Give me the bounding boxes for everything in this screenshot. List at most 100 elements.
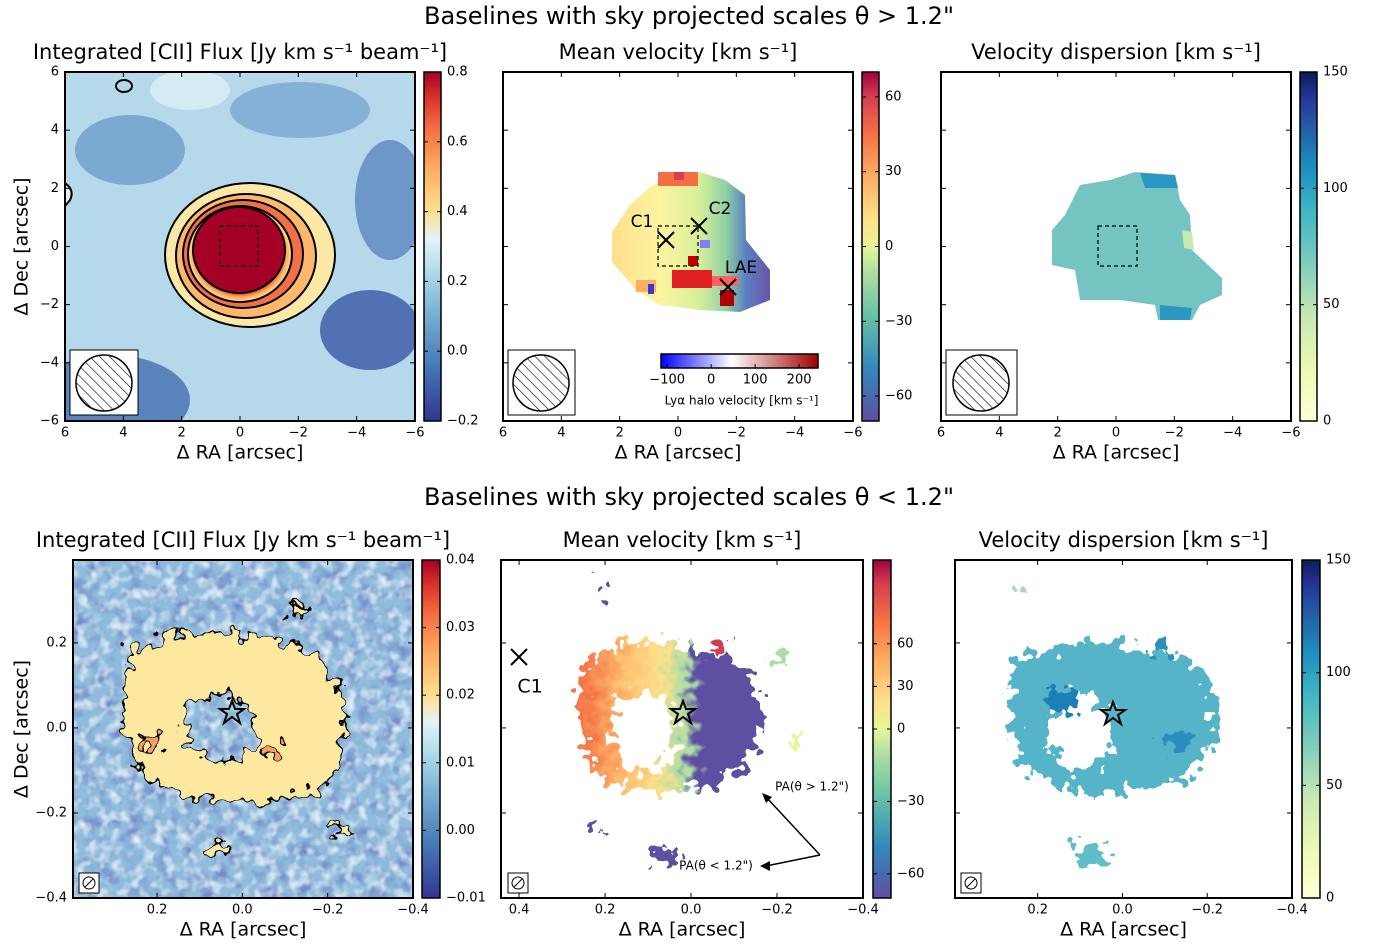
- annotation: PA(θ < 1.2"): [679, 859, 753, 873]
- inset-colorbar-tick-label: 100: [743, 373, 768, 388]
- colorbar-tick-label: 0: [897, 722, 905, 737]
- y-tick-label: −2: [40, 297, 59, 312]
- colorbar-tick-label: 150: [1323, 65, 1348, 80]
- x-tick-label: 2: [178, 426, 186, 441]
- x-tick-label: −2: [727, 426, 746, 441]
- colorbar-tick-label: 100: [1323, 181, 1348, 196]
- colorbar-tick-label: 60: [885, 89, 902, 104]
- colorbar-tick-label: 0: [1326, 891, 1334, 906]
- x-axis-label: Δ RA [arcsec]: [177, 442, 304, 464]
- panel-title: Mean velocity [km s⁻¹]: [563, 528, 802, 552]
- colorbar-tick-label: −60: [897, 866, 924, 881]
- x-tick-label: 2: [1054, 426, 1062, 441]
- x-tick-label: −0.4: [1276, 903, 1308, 918]
- colorbar-tick-label: 0.01: [446, 755, 475, 770]
- x-tick-label: 0: [236, 426, 244, 441]
- x-tick-label: −6: [843, 426, 862, 441]
- inset-colorbar-tick-label: −100: [649, 373, 685, 388]
- velocity-map-image: [507, 585, 821, 894]
- colorbar-tick-label: 0.2: [447, 274, 468, 289]
- annotation: C1: [631, 212, 654, 232]
- flux-map-image: [65, 72, 415, 421]
- inset-colorbar-tick-label: 0: [707, 373, 715, 388]
- x-tick-label: 0: [674, 426, 682, 441]
- x-tick-label: 0.2: [147, 903, 168, 918]
- y-tick-label: 4: [51, 123, 59, 138]
- colorbar-tick-label: 30: [885, 164, 902, 179]
- inset-colorbar-tick-label: 200: [787, 373, 812, 388]
- colorbar-tick-label: −0.01: [446, 891, 486, 906]
- colorbar-tick-label: 0: [1323, 414, 1331, 429]
- inset-colorbar-label: Lyα halo velocity [km s⁻¹]: [665, 394, 819, 408]
- x-tick-label: 0.2: [595, 903, 616, 918]
- y-tick-label: −0.2: [35, 805, 67, 820]
- x-tick-label: −0.4: [397, 903, 429, 918]
- panel-title: Integrated [CII] Flux [Jy km s⁻¹ beam⁻¹]: [36, 528, 450, 552]
- x-tick-label: −0.4: [847, 903, 879, 918]
- panel-title: Velocity dispersion [km s⁻¹]: [971, 40, 1261, 64]
- x-tick-label: 0: [1112, 426, 1120, 441]
- panel-title: Integrated [CII] Flux [Jy km s⁻¹ beam⁻¹]: [33, 40, 447, 64]
- velocity-map-image: [507, 172, 770, 416]
- colorbar: [421, 559, 441, 899]
- y-axis-label: Δ Dec [arcsec]: [11, 177, 33, 315]
- y-tick-label: 6: [51, 65, 59, 80]
- x-tick-label: −4: [347, 426, 366, 441]
- row-title: Baselines with sky projected scales θ > …: [424, 2, 954, 30]
- y-tick-label: 0.0: [46, 720, 67, 735]
- annotation: C2: [709, 199, 732, 219]
- colorbar-tick-label: 150: [1326, 553, 1351, 568]
- dispersion-map-image: [960, 585, 1216, 894]
- colorbar-tick-label: 0.04: [446, 553, 475, 568]
- x-tick-label: 0.2: [1027, 903, 1048, 918]
- x-tick-label: −6: [1281, 426, 1300, 441]
- colorbar: [423, 71, 442, 422]
- x-axis-label: Δ RA [arcsec]: [615, 442, 742, 464]
- colorbar-tick-label: 0.8: [447, 65, 468, 80]
- colorbar-tick-label: 0.02: [446, 688, 475, 703]
- colorbar-tick-label: −60: [885, 389, 912, 404]
- x-tick-label: 4: [557, 426, 565, 441]
- x-axis-label: Δ RA [arcsec]: [1053, 442, 1180, 464]
- y-tick-label: 0: [51, 239, 59, 254]
- y-tick-label: −4: [40, 355, 59, 370]
- x-tick-label: 0.0: [1112, 903, 1133, 918]
- x-tick-label: 0.0: [681, 903, 702, 918]
- colorbar-tick-label: −30: [885, 314, 912, 329]
- x-tick-label: 0.0: [232, 903, 253, 918]
- flux-map-image: [73, 560, 413, 898]
- colorbar-tick-label: −0.2: [447, 414, 479, 429]
- x-tick-label: 4: [119, 426, 127, 441]
- colorbar-tick-label: 0.0: [447, 344, 468, 359]
- y-axis-label: Δ Dec [arcsec]: [11, 660, 33, 798]
- y-tick-label: 0.2: [46, 635, 67, 650]
- x-tick-label: −0.2: [761, 903, 793, 918]
- x-tick-label: −2: [1165, 426, 1184, 441]
- annotation: LAE: [725, 258, 757, 278]
- x-tick-label: 6: [937, 426, 945, 441]
- row-title: Baselines with sky projected scales θ < …: [424, 483, 954, 511]
- axes-frame: [72, 559, 414, 899]
- colorbar-tick-label: 0.6: [447, 134, 468, 149]
- x-tick-label: 0.4: [509, 903, 530, 918]
- x-tick-label: −6: [405, 426, 424, 441]
- colorbar-tick-label: 0.4: [447, 204, 468, 219]
- x-tick-label: −4: [1223, 426, 1242, 441]
- colorbar-tick-label: 0: [885, 239, 893, 254]
- y-tick-label: −0.4: [35, 891, 67, 906]
- colorbar-tick-label: −30: [897, 794, 924, 809]
- x-tick-label: −2: [289, 426, 308, 441]
- x-tick-label: 6: [61, 426, 69, 441]
- y-tick-label: −6: [40, 414, 59, 429]
- colorbar-tick-label: 60: [897, 636, 914, 651]
- annotation: C1: [517, 676, 542, 698]
- x-axis-label: Δ RA [arcsec]: [180, 919, 307, 941]
- x-axis-label: Δ RA [arcsec]: [619, 919, 746, 941]
- x-axis-label: Δ RA [arcsec]: [1060, 919, 1187, 941]
- axes-frame: [954, 559, 1293, 899]
- y-tick-label: 2: [51, 181, 59, 196]
- x-tick-label: 2: [616, 426, 624, 441]
- panel-title: Velocity dispersion [km s⁻¹]: [979, 528, 1269, 552]
- colorbar-tick-label: 100: [1326, 665, 1351, 680]
